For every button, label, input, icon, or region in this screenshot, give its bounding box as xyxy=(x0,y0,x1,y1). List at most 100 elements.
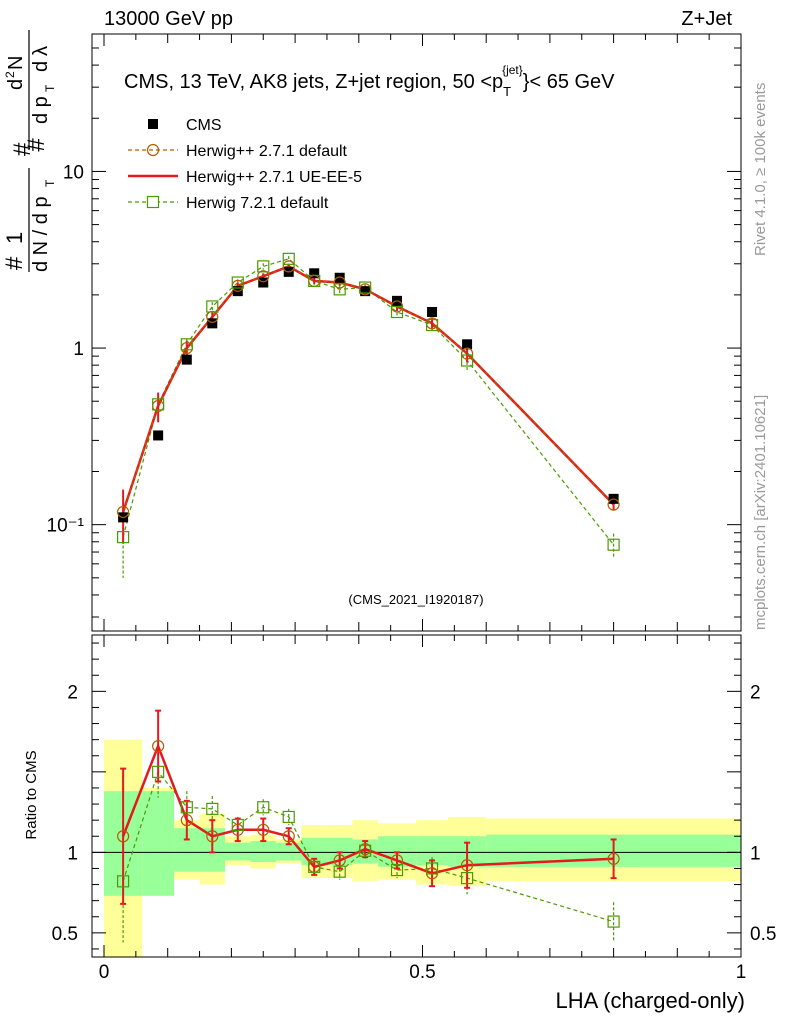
chart-title: CMS, 13 TeV, AK8 jets, Z+jet region, 50 … xyxy=(124,63,615,99)
cms-point-5 xyxy=(258,277,269,288)
cms-point-7 xyxy=(309,268,320,279)
legend-ueee5-label: Herwig++ 2.7.1 UE-EE-5 xyxy=(186,169,362,186)
legend-cms-marker xyxy=(148,119,158,129)
band-inner-6 xyxy=(275,842,302,861)
legend-h7-marker xyxy=(146,195,160,209)
h7-point-12 xyxy=(460,354,474,367)
default-point-0 xyxy=(117,505,130,519)
svg-text:T: T xyxy=(43,179,57,187)
y-tick-label-main-2: 10 xyxy=(63,162,84,183)
band-inner-1 xyxy=(142,791,175,896)
h7-point-1 xyxy=(152,398,165,411)
ratio-h7-point-10 xyxy=(390,863,404,877)
main-plot xyxy=(117,252,620,578)
ratio-uncertainty-bands xyxy=(92,739,741,957)
ratio-h7-point-4 xyxy=(231,818,244,832)
svg-text:#: # xyxy=(23,138,50,152)
svg-text:d: d xyxy=(5,79,27,90)
series-h7-line xyxy=(122,258,615,546)
h7-point-7 xyxy=(308,274,321,287)
side-label-mcplots: mcplots.cern.ch [arXiv:2401.10621] xyxy=(752,394,769,630)
h7-point-4 xyxy=(231,276,244,289)
svg-text:#: # xyxy=(9,142,36,156)
svg-text:T: T xyxy=(43,84,57,92)
analysis-id: (CMS_2021_I1920187) xyxy=(348,592,483,607)
h7-point-9 xyxy=(359,281,372,294)
default-point-8 xyxy=(333,276,346,289)
default-point-5 xyxy=(257,270,270,283)
x-tick-label-1: 0.5 xyxy=(409,962,435,983)
default-point-13 xyxy=(607,498,620,511)
ratio-h7-point-8 xyxy=(333,865,346,878)
series-ueee5-line xyxy=(121,265,615,513)
cms-point-8 xyxy=(334,272,345,283)
ratio-default-point-10 xyxy=(390,854,404,867)
h7-point-3 xyxy=(206,300,219,313)
y-tick-label-ratio-l-2: 2 xyxy=(67,682,78,703)
svg-text:2: 2 xyxy=(3,71,17,78)
default-point-12 xyxy=(460,347,474,360)
ratio-default-point-0 xyxy=(117,830,130,843)
ratio-default-point-5 xyxy=(257,823,270,836)
h7-point-2 xyxy=(180,338,193,351)
h7-point-8 xyxy=(333,283,346,296)
ratio-h7-point-2 xyxy=(180,801,193,814)
band-inner-4 xyxy=(225,842,251,861)
svg-text:d N / d p: d N / d p xyxy=(30,196,52,272)
y-tick-label-ratio-l-0: 0.5 xyxy=(52,924,78,945)
ratio-h7-point-9 xyxy=(359,844,372,857)
legend-default-label: Herwig++ 2.7.1 default xyxy=(186,143,348,160)
cms-point-11 xyxy=(427,306,438,317)
cms-point-9 xyxy=(360,286,371,297)
h7-point-11 xyxy=(425,318,439,332)
side-label-rivet: Rivet 4.1.0, ≥ 100k events xyxy=(752,82,769,256)
ratio-default-point-2 xyxy=(180,814,193,827)
h7-point-5 xyxy=(257,260,270,273)
legend-default-marker xyxy=(146,143,160,157)
ratio-default-point-3 xyxy=(206,830,219,843)
ratio-h7-point-1 xyxy=(152,765,165,778)
svg-text:d: d xyxy=(30,61,52,72)
h7-point-10 xyxy=(390,305,404,319)
legend: CMS Herwig++ 2.7.1 default Herwig++ 2.7.… xyxy=(128,117,362,212)
svg-text:λ: λ xyxy=(30,46,52,56)
legend-cms-label: CMS xyxy=(186,117,222,134)
ratio-h7-point-0 xyxy=(117,875,130,888)
h7-point-6 xyxy=(282,252,295,265)
y-tick-label-main-1: 1 xyxy=(73,339,84,360)
x-tick-label-2: 1 xyxy=(736,962,747,983)
svg-text:1: 1 xyxy=(2,232,27,244)
h7-point-13 xyxy=(607,538,620,551)
band-inner-5 xyxy=(250,841,276,863)
ratio-h7-point-5 xyxy=(257,801,270,814)
y-axis-title-main: # xyxy=(23,138,50,152)
legend-h7-label: Herwig 7.2.1 default xyxy=(186,195,329,212)
cms-point-12 xyxy=(462,339,473,350)
y-tick-label-ratio-r-0: 0.5 xyxy=(750,924,776,945)
svg-text:N: N xyxy=(5,56,27,70)
ratio-h7-point-12 xyxy=(460,872,474,885)
svg-text:d p: d p xyxy=(30,96,52,124)
default-point-6 xyxy=(282,260,295,273)
ratio-h7-point-13 xyxy=(607,915,620,928)
ratio-h7-point-6 xyxy=(282,810,295,824)
ratio-h7-point-3 xyxy=(206,802,219,815)
ratio-default-point-13 xyxy=(607,852,620,865)
ratio-default-point-1 xyxy=(152,739,165,753)
y-tick-label-ratio-r-2: 2 xyxy=(750,682,761,703)
y-axis-title-main-2: # 1 d N / d p T # d 2 N d p T d λ xyxy=(1,30,57,272)
ratio-frame xyxy=(91,634,742,958)
cms-point-1 xyxy=(153,430,164,441)
series-default-line xyxy=(122,265,615,513)
y-tick-label-ratio-l-1: 1 xyxy=(67,843,78,864)
cms-point-2 xyxy=(181,354,192,365)
ratio-default-point-6 xyxy=(282,830,295,843)
svg-text:#: # xyxy=(1,256,28,270)
ratio-h7-point-7 xyxy=(308,860,321,873)
x-axis-title: LHA (charged-only) xyxy=(555,988,745,1013)
header-left: 13000 GeV pp xyxy=(104,8,233,30)
y-axis-title-ratio: Ratio to CMS xyxy=(23,750,40,839)
main-frame xyxy=(91,33,742,632)
